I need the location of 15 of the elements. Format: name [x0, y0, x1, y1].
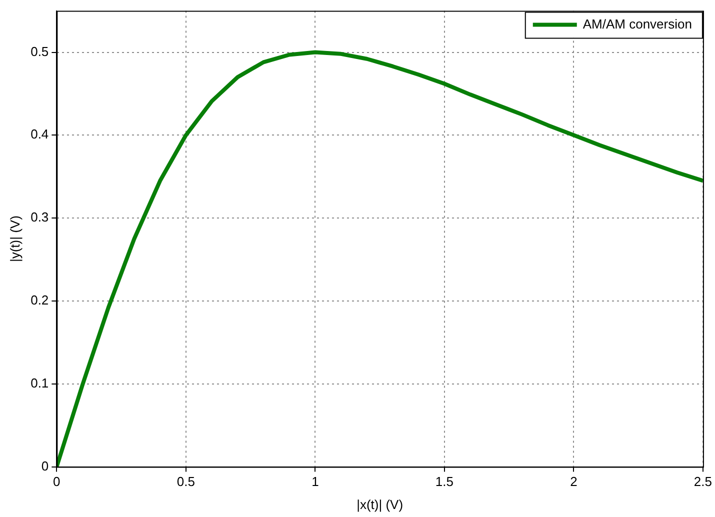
y-tick-label: 0.5 — [30, 44, 49, 59]
legend-label: AM/AM conversion — [582, 16, 692, 32]
y-tick-label: 0.1 — [30, 375, 49, 390]
y-tick-label: 0 — [41, 458, 49, 474]
x-tick-label: 2 — [570, 474, 578, 490]
x-tick-label: 1.5 — [435, 474, 454, 490]
y-tick-label: 0.2 — [30, 292, 49, 308]
x-tick-label: 2.5 — [694, 474, 712, 490]
x-tick-label: 0.5 — [176, 474, 195, 490]
y-tick-label: 0.4 — [30, 126, 49, 142]
x-axis-title: |x(t)| (V) — [356, 496, 404, 512]
y-tick-label: 0.3 — [30, 210, 49, 225]
y-axis-title: |y(t)| (V) — [7, 216, 22, 262]
x-tick-label: 0 — [53, 474, 60, 490]
x-tick-label: 1 — [312, 474, 319, 490]
